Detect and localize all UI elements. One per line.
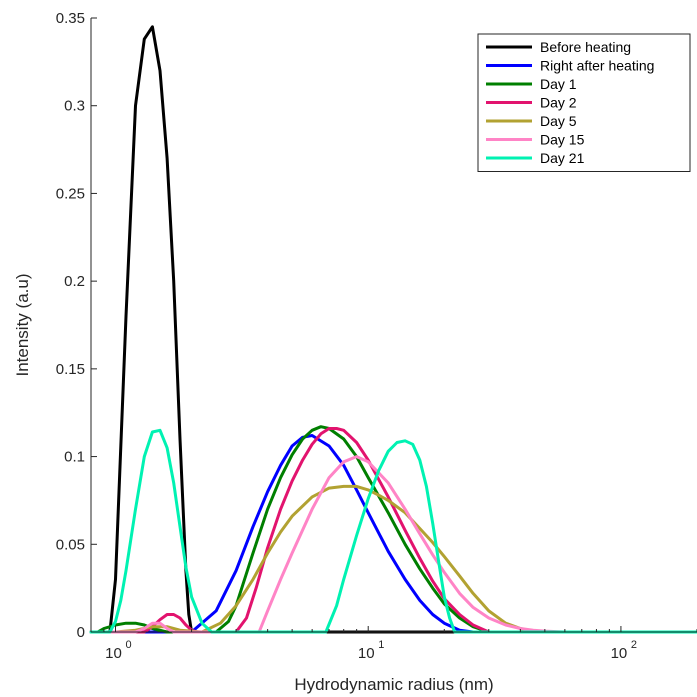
x-tick-label: 10 xyxy=(358,645,375,662)
y-tick-label: 0.15 xyxy=(56,361,85,378)
legend-label: Day 21 xyxy=(540,150,585,166)
y-tick-label: 0.35 xyxy=(56,10,85,27)
series-line-1 xyxy=(89,25,697,634)
x-tick-label-exponent: 2 xyxy=(631,639,637,651)
series-line-3 xyxy=(89,425,697,634)
legend-label: Day 2 xyxy=(540,95,577,111)
y-tick-label: 0.05 xyxy=(56,536,85,553)
series-line-6 xyxy=(89,455,697,634)
y-tick-label: 0.1 xyxy=(64,449,85,466)
x-axis: 10 0 10 1 10 2 xyxy=(90,626,697,662)
legend-label: Right after heating xyxy=(540,58,654,74)
x-tick-label-exponent: 0 xyxy=(125,639,131,651)
legend-label: Day 5 xyxy=(540,113,577,129)
x-tick-label: 10 xyxy=(611,645,628,662)
y-tick-label: 0.2 xyxy=(64,273,85,290)
series-layer xyxy=(89,25,697,634)
legend: Before heating Right after heating Day 1 Da… xyxy=(477,33,691,172)
x-axis-title: Hydrodynamic radius (nm) xyxy=(294,675,493,694)
series-line-4 xyxy=(89,427,697,634)
series-line-7 xyxy=(89,428,697,634)
y-tick-label: 0.3 xyxy=(64,98,85,115)
y-tick-label: 0 xyxy=(77,624,85,641)
legend-label: Before heating xyxy=(540,39,631,55)
x-tick-label-exponent: 1 xyxy=(378,639,384,651)
x-tick-label: 10 xyxy=(105,645,122,662)
y-axis: 0 0.05 0.1 0.15 0.2 0.25 0.3 0.35 xyxy=(56,10,97,641)
series-line-2 xyxy=(89,434,697,634)
y-axis-title: Intensity (a.u) xyxy=(13,274,32,377)
legend-label: Day 1 xyxy=(540,76,577,92)
series-line-5 xyxy=(89,484,697,634)
y-tick-label: 0.25 xyxy=(56,185,85,202)
legend-label: Day 15 xyxy=(540,132,585,148)
